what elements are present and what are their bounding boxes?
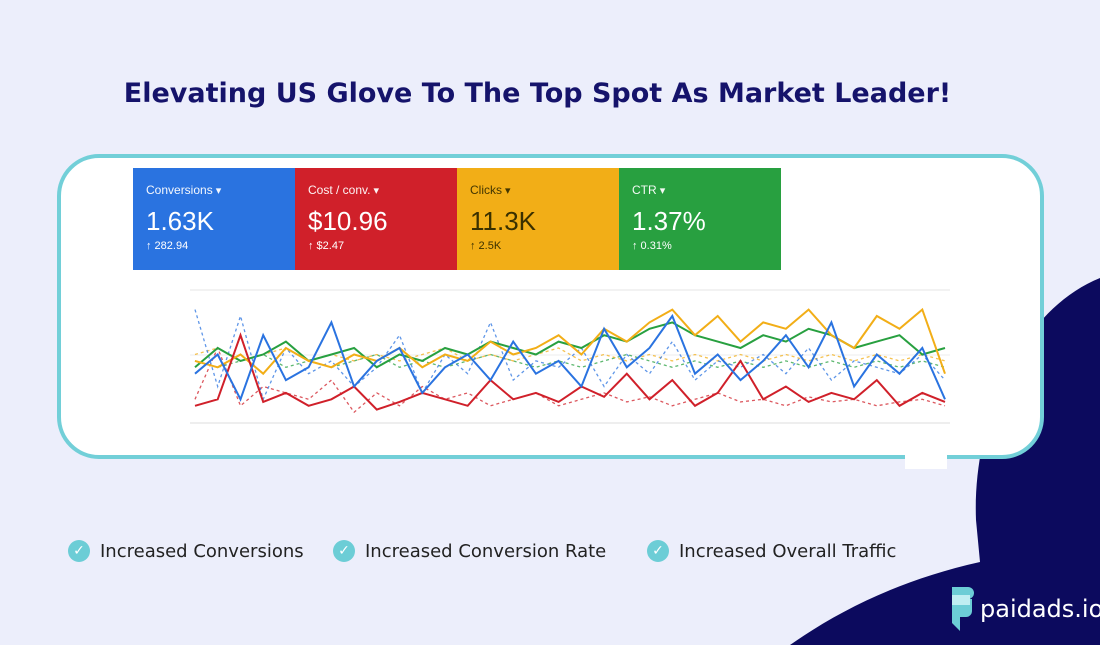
check-item: ✓ Increased Conversion Rate (333, 540, 606, 562)
series-line-dashed (194, 346, 946, 414)
check-item: ✓ Increased Overall Traffic (647, 540, 896, 562)
check-item: ✓ Increased Conversions (68, 540, 304, 562)
metric-conversions[interactable]: Conversions 1.63K ↑ 282.94 (133, 168, 295, 270)
check-icon: ✓ (333, 540, 355, 562)
series-line-solid (194, 307, 946, 376)
metric-cost-per-conv[interactable]: Cost / conv. $10.96 ↑ $2.47 (295, 168, 457, 270)
series-line-solid (194, 313, 946, 402)
metric-change: ↑ 0.31% (632, 240, 672, 252)
check-label: Increased Conversion Rate (365, 540, 607, 562)
metric-change: ↑ 282.94 (146, 240, 189, 252)
metric-label: CTR (632, 183, 768, 197)
metric-value: 1.63K (146, 206, 214, 236)
metric-tiles: Conversions 1.63K ↑ 282.94 Cost / conv. … (133, 168, 781, 270)
series-line-solid (194, 332, 946, 411)
logo-text: paidads.io (980, 595, 1100, 623)
check-label: Increased Overall Traffic (679, 540, 897, 562)
metric-label: Clicks (470, 183, 606, 197)
line-chart (190, 289, 950, 424)
metric-ctr[interactable]: CTR 1.37% ↑ 0.31% (619, 168, 781, 270)
brand-logo: paidads.io (948, 585, 1100, 633)
metric-value: 11.3K (470, 206, 537, 236)
metric-value: $10.96 (308, 206, 388, 236)
card-tab (905, 452, 947, 469)
paidads-logo-icon (952, 587, 974, 631)
page-title: Elevating US Glove To The Top Spot As Ma… (123, 78, 952, 109)
metric-change: ↑ 2.5K (470, 240, 502, 252)
check-label: Increased Conversions (100, 540, 304, 562)
check-icon: ✓ (68, 540, 90, 562)
metric-label: Conversions (146, 183, 282, 197)
metric-clicks[interactable]: Clicks 11.3K ↑ 2.5K (457, 168, 619, 270)
series-line-dashed (194, 309, 946, 402)
metric-label: Cost / conv. (308, 183, 444, 197)
metric-value: 1.37% (632, 206, 706, 236)
check-icon: ✓ (647, 540, 669, 562)
metric-change: ↑ $2.47 (308, 240, 345, 252)
